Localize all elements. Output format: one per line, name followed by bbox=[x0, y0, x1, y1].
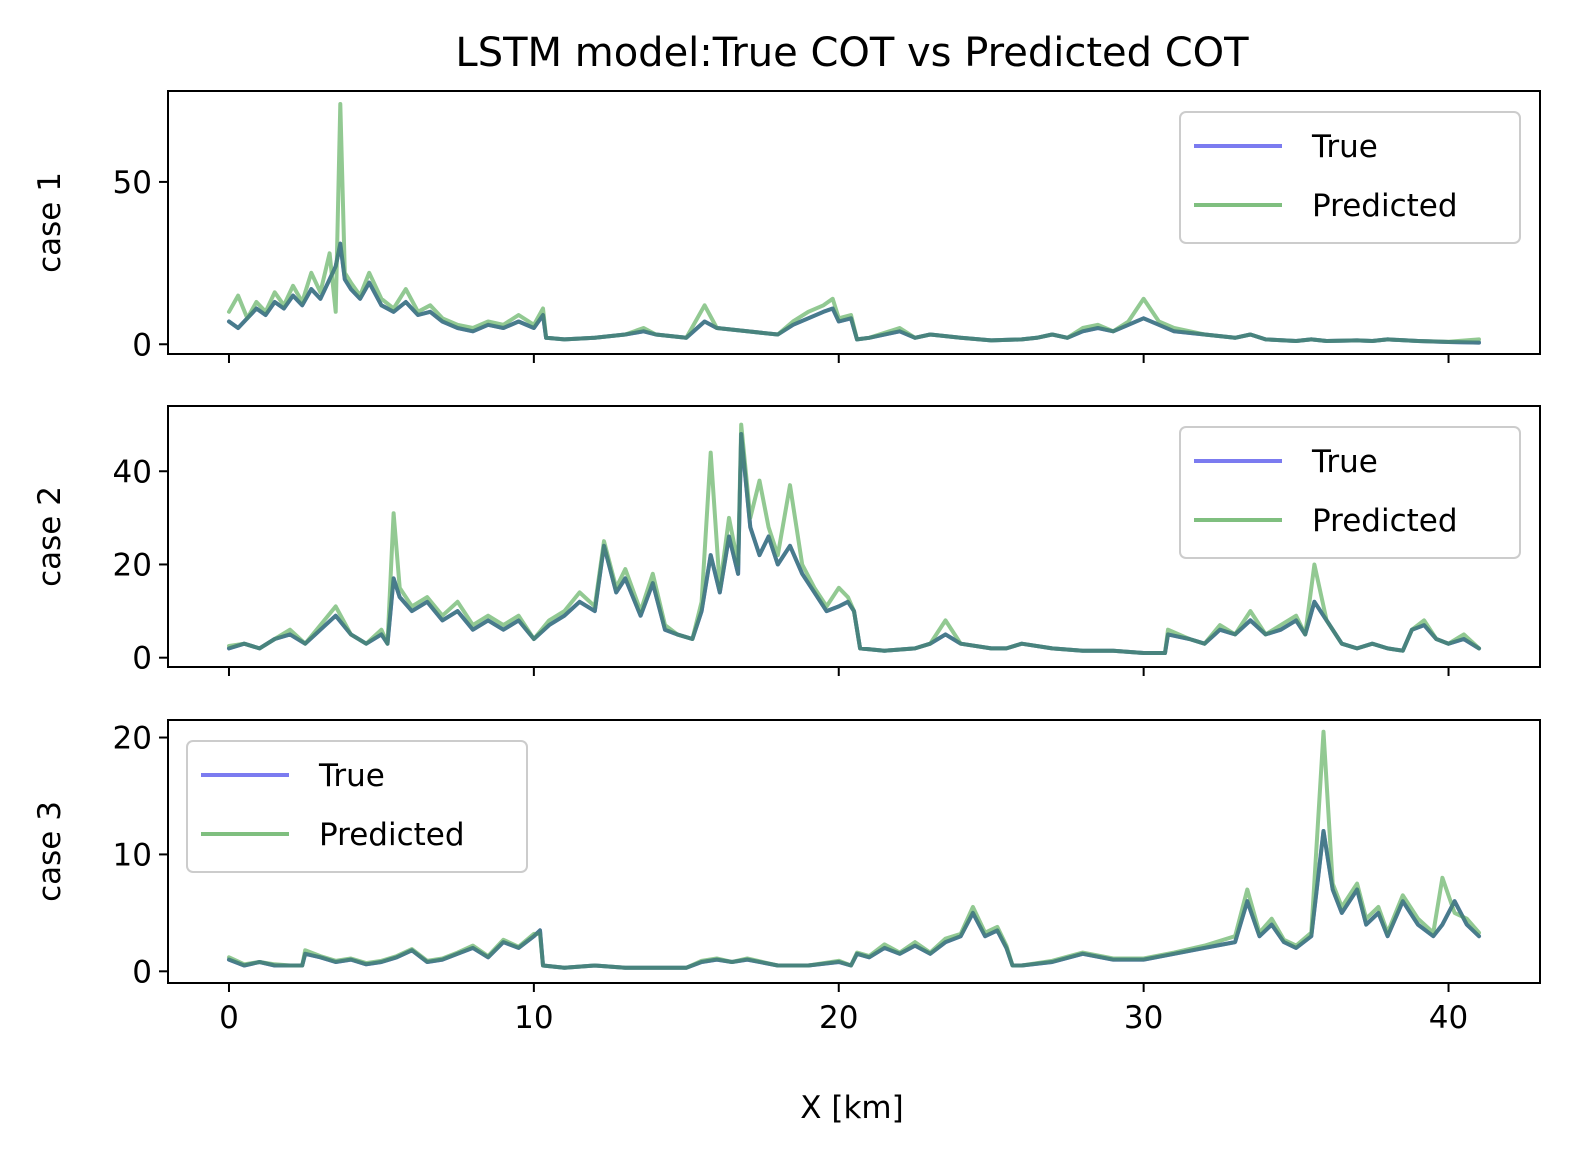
x-tick-label: 20 bbox=[819, 1000, 858, 1036]
y-tick-label: 10 bbox=[113, 837, 152, 873]
x-tick-label: 10 bbox=[514, 1000, 553, 1036]
y-axis-label-case-1: case 1 bbox=[32, 172, 68, 273]
series-overlap-case-3 bbox=[227, 829, 1481, 970]
y-tick-label: 20 bbox=[113, 547, 152, 583]
legend-label-true: True bbox=[1311, 444, 1378, 480]
legend-label-true: True bbox=[318, 758, 385, 794]
series-overlap-case-2 bbox=[227, 432, 1481, 655]
axes-frame-case-2 bbox=[167, 405, 1541, 668]
series-group bbox=[227, 729, 1481, 970]
legend-label-predicted: Predicted bbox=[1312, 503, 1458, 539]
legend-label-true: True bbox=[1311, 129, 1378, 165]
y-tick-label: 0 bbox=[132, 954, 152, 990]
y-axis-label-case-3: case 3 bbox=[32, 801, 68, 902]
panel-case-1: 0 50 case 1 True Predicted bbox=[32, 90, 1541, 363]
axes-frame-case-1 bbox=[167, 90, 1541, 355]
panels: 0 50 case 1 True Predicted 0 20 40 case 2 True Pre… bbox=[32, 90, 1541, 1036]
x-tick-label: 0 bbox=[219, 1000, 239, 1036]
series-overlap-case-1 bbox=[227, 241, 1481, 345]
panel-case-2: 0 20 40 case 2 True Predicted bbox=[32, 405, 1541, 677]
y-tick-label: 0 bbox=[132, 327, 152, 363]
y-tick-label: 40 bbox=[113, 454, 152, 490]
chart-title: LSTM model:True COT vs Predicted COT bbox=[455, 30, 1249, 76]
y-tick-label: 50 bbox=[113, 165, 152, 201]
x-tick-label: 40 bbox=[1429, 1000, 1468, 1036]
legend-case-2: True Predicted bbox=[1179, 426, 1521, 559]
axes-frame-case-3 bbox=[167, 719, 1541, 984]
y-axis-label-case-2: case 2 bbox=[32, 486, 68, 587]
series-group bbox=[227, 102, 1481, 345]
legend-case-1: True Predicted bbox=[1179, 111, 1521, 244]
x-axis-label: X [km] bbox=[800, 1090, 903, 1126]
legend-case-3: True Predicted bbox=[186, 740, 528, 873]
y-tick-label: 0 bbox=[132, 641, 152, 677]
series-group bbox=[227, 422, 1481, 655]
legend-label-predicted: Predicted bbox=[319, 817, 465, 853]
y-tick-label: 20 bbox=[113, 721, 152, 757]
panel-case-3: 0 10 20 0 10 20 30 40 case 3 True Predicted bbox=[32, 719, 1541, 1036]
x-tick-label: 30 bbox=[1124, 1000, 1163, 1036]
series-line-predicted-case-2 bbox=[227, 422, 1481, 655]
legend-label-predicted: Predicted bbox=[1312, 188, 1458, 224]
